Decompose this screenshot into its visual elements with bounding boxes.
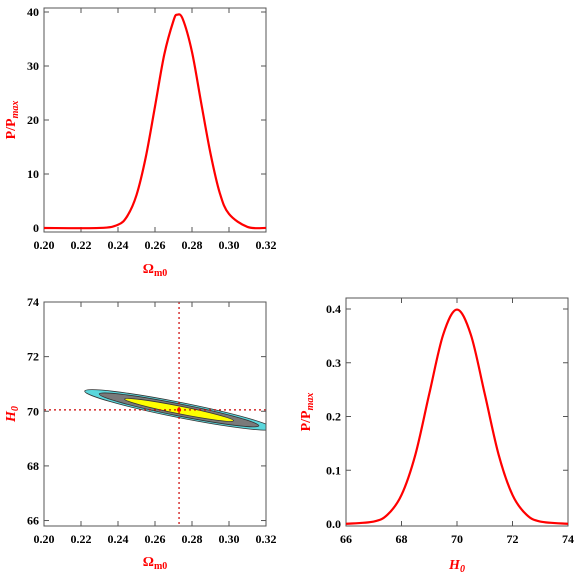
x-tick-label: 0.22 — [71, 532, 92, 546]
h0-posterior-frame — [345, 297, 569, 527]
omega-posterior-panel: 0.20 0.22 0.24 0.26 0.28 0.30 0.32 0 10 20 30 40 Ω… — [4, 5, 277, 279]
y-tick-label: 0.0 — [326, 517, 341, 531]
x-tick-label: 70 — [451, 532, 463, 546]
contour-xlabel: Ωm0 — [143, 555, 168, 572]
contour-ylabel: H0 — [4, 406, 21, 423]
y-tick-label: 70 — [27, 404, 39, 418]
x-tick-label: 0.28 — [182, 238, 203, 252]
x-tick-label: 0.28 — [182, 532, 203, 546]
x-tick-label: 0.20 — [34, 238, 55, 252]
y-tick-label: 68 — [27, 459, 39, 473]
omega-posterior-xlabel: Ωm0 — [143, 262, 168, 279]
y-tick-label: 0 — [33, 221, 39, 235]
x-tick-label: 0.22 — [71, 238, 92, 252]
x-tick-label: 68 — [396, 532, 408, 546]
y-tick-label: 0.2 — [326, 410, 341, 424]
y-tick-label: 0.3 — [326, 356, 341, 370]
x-tick-label: 74 — [562, 532, 574, 546]
x-tick-label: 0.26 — [145, 532, 166, 546]
h0-posterior-curve — [345, 308, 569, 525]
x-tick-label: 66 — [340, 532, 352, 546]
x-tick-label: 0.20 — [34, 532, 55, 546]
h0-posterior-panel: 66 68 70 72 74 0.0 0.1 0.2 0.3 0.4 H0 P/Pmax — [299, 297, 574, 575]
omega-posterior-curve — [43, 13, 267, 230]
y-tick-label: 30 — [27, 59, 39, 73]
y-tick-label: 20 — [27, 113, 39, 127]
y-tick-label: 0.4 — [326, 302, 341, 316]
y-tick-label: 40 — [27, 5, 39, 19]
h0-posterior-ylabel: P/Pmax — [299, 393, 316, 432]
x-tick-label: 0.26 — [145, 238, 166, 252]
y-tick-label: 72 — [27, 350, 39, 364]
best-fit-point — [177, 407, 182, 412]
x-tick-label: 0.24 — [108, 532, 129, 546]
x-tick-label: 0.24 — [108, 238, 129, 252]
x-tick-label: 0.30 — [219, 532, 240, 546]
x-tick-label: 72 — [507, 532, 519, 546]
x-tick-label: 0.32 — [256, 532, 277, 546]
omega-posterior-frame — [43, 7, 267, 233]
y-tick-label: 10 — [27, 167, 39, 181]
contour-panel: 0.20 0.22 0.24 0.26 0.28 0.30 0.32 6668707274 … — [4, 295, 277, 572]
h0-posterior-xlabel: H0 — [448, 558, 465, 575]
y-tick-label: 0.1 — [326, 463, 341, 477]
x-tick-label: 0.32 — [256, 238, 277, 252]
y-tick-label: 66 — [27, 514, 39, 528]
x-tick-label: 0.30 — [219, 238, 240, 252]
y-tick-label: 74 — [27, 295, 39, 309]
omega-posterior-ylabel: P/Pmax — [4, 101, 21, 140]
